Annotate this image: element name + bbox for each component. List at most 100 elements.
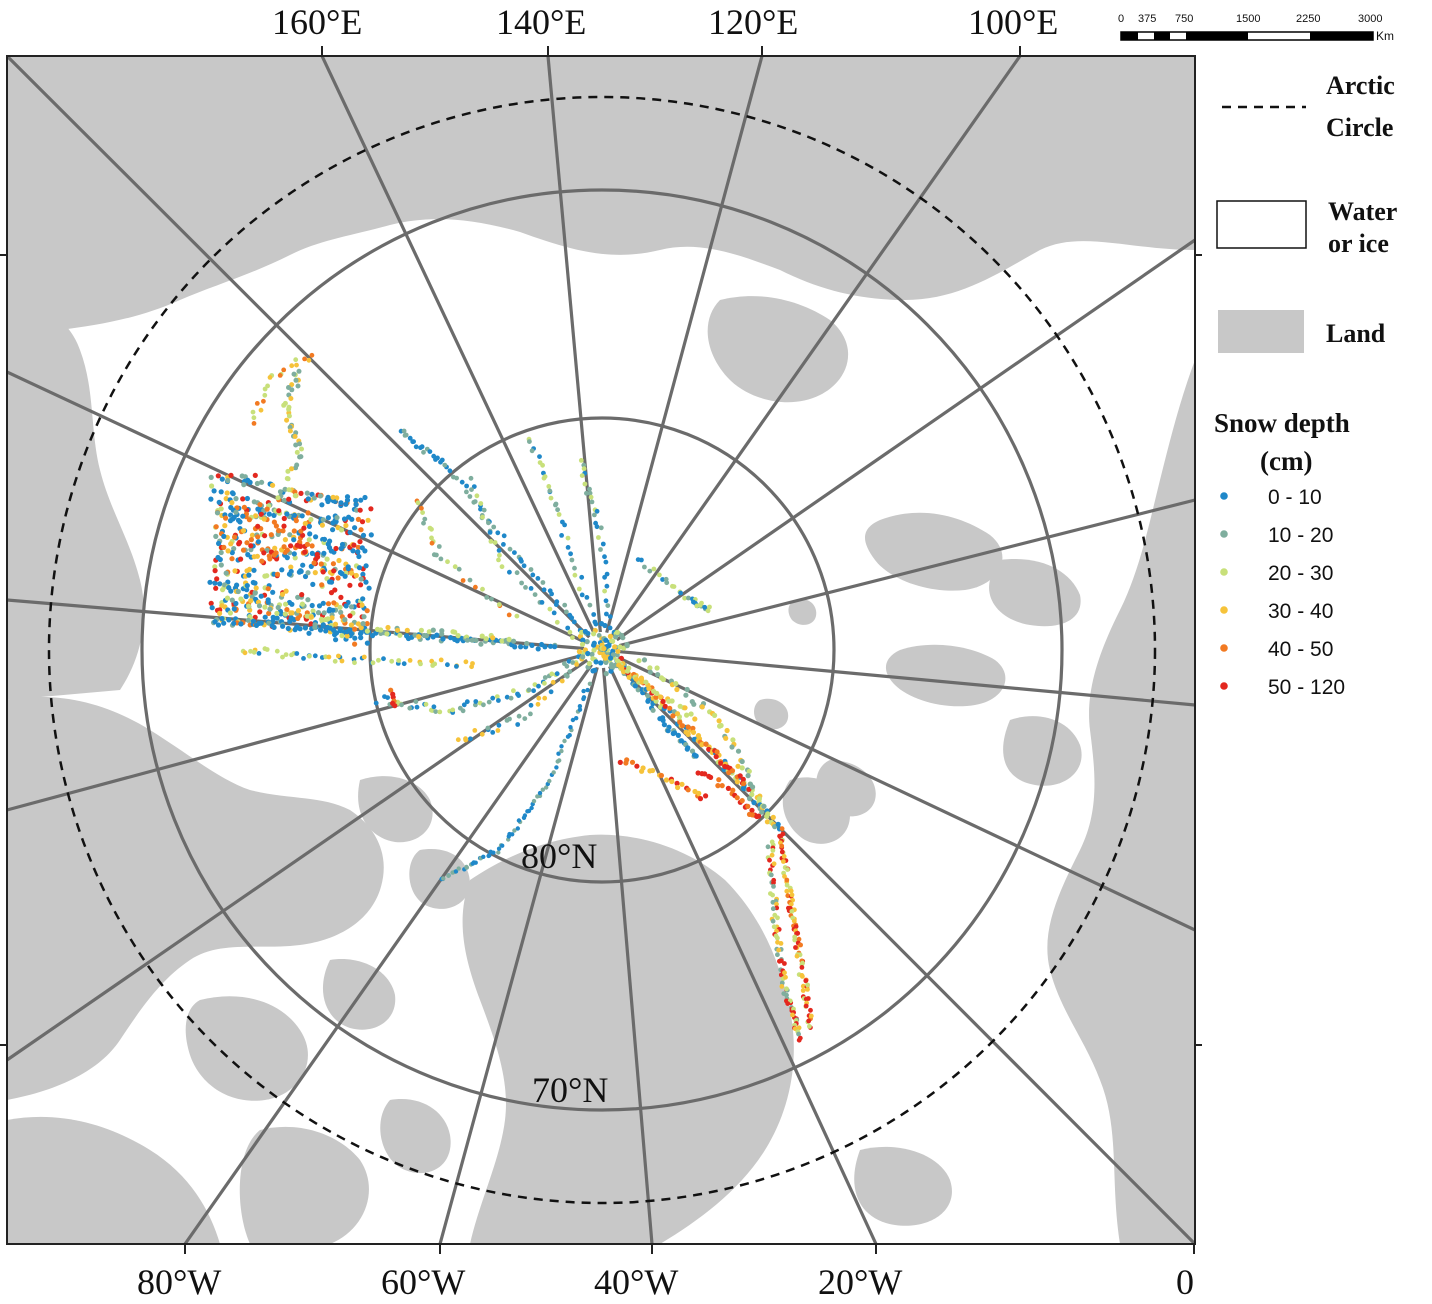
track-point [478,641,484,647]
latitude-labels: 80°N 70°N [521,836,608,1110]
track-point [385,695,390,700]
track-point [640,765,646,771]
track-point [781,854,787,859]
track-point [298,490,304,496]
track-point [572,565,577,571]
track-point [297,454,303,460]
track-point [213,585,219,591]
track-point [761,803,767,809]
map-frame-border [6,55,1196,1245]
track-point [347,582,353,588]
track-point [556,751,561,756]
track-point [421,449,426,455]
track-point [388,687,394,693]
track-point [245,617,251,623]
track-point [288,543,294,549]
track-point [485,725,491,731]
track-point [528,586,534,591]
track-point [643,679,649,685]
track-point [528,567,534,572]
track-point [514,570,520,576]
track-point [800,988,806,993]
track-point [288,396,294,401]
track-point [803,1003,809,1009]
meridian-line [615,238,1195,642]
track-point [352,635,358,641]
track-point [240,496,246,502]
track-point [357,539,363,545]
track-point [352,525,358,531]
track-point [674,686,680,693]
track-point [486,520,491,526]
legend-water-label-2: or ice [1328,229,1389,258]
track-point [751,800,757,806]
track-point [507,569,512,575]
track-point [779,843,785,849]
track-point [577,707,583,712]
track-point [221,620,227,626]
track-point [293,377,299,383]
track-point [368,506,374,512]
track-point [255,539,262,545]
legend-snow-title-2: (cm) [1260,446,1312,476]
track-point [739,765,745,771]
track-point [217,610,223,617]
track-point [430,627,436,633]
track-point [225,548,231,554]
track-point [618,655,625,661]
track-point [650,707,656,713]
track-point [501,533,507,539]
track-point [302,520,308,527]
track-point [338,594,344,601]
track-point [551,770,556,775]
track-point [796,1037,802,1043]
track-point [478,501,484,506]
meridian-line [601,667,654,1244]
track-point [301,656,306,661]
track-point [351,542,357,548]
track-point [480,514,485,520]
track-point [794,953,800,959]
track-point [255,523,261,529]
track-point [264,573,270,579]
track-point [295,594,301,600]
track-point [240,528,247,534]
track-point [236,541,242,547]
track-point [577,633,584,640]
scale-unit: Km [1376,29,1394,43]
track-point [745,803,751,810]
legend-snow-title-1: Snow depth [1214,408,1350,438]
track-point [547,606,553,612]
track-point [358,582,364,588]
track-point [225,477,231,484]
land-mass [239,1126,369,1244]
scale-tick-750: 750 [1175,13,1193,25]
track-point [716,777,722,783]
track-point [483,636,489,642]
track-point [496,698,501,703]
track-point [435,455,440,461]
track-point [252,472,258,478]
track-point [782,970,787,976]
track-point [274,648,280,654]
track-point [682,595,687,601]
longitude-labels-top: 160°E 140°E 120°E 100°E [272,2,1058,42]
track-point [469,637,475,643]
track-point [488,539,494,544]
lon-label-80w: 80°W [137,1262,221,1302]
track-point [467,494,473,499]
track-point [789,892,795,898]
track-point [390,694,396,700]
track-point [251,567,257,573]
track-point [429,526,434,532]
track-point [251,421,257,426]
track-point [547,643,554,649]
track-point [584,639,590,645]
track-point [323,616,329,623]
track-point [632,683,638,689]
track-point [469,664,474,670]
track-point [256,651,262,656]
track-point [651,566,657,572]
legend-land-label: Land [1326,319,1386,348]
track-point [601,645,607,652]
